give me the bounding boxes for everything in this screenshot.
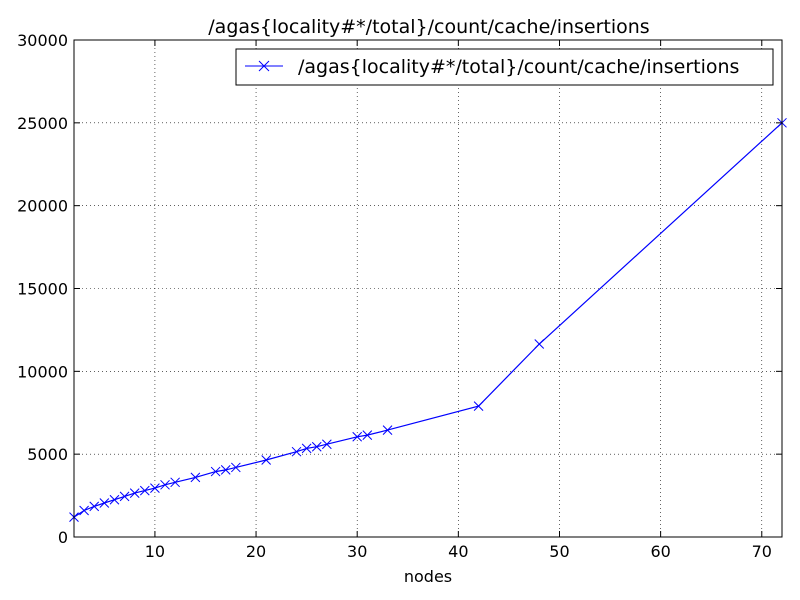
axis-ticks: 10 20 30 40 50 60 70 0 5000 10000 15000 20000 25000 3… xyxy=(17,31,782,561)
x-tick-label: 20 xyxy=(246,542,266,561)
x-tick-label: 40 xyxy=(448,542,468,561)
data-point-marker xyxy=(230,462,241,473)
y-tick-label: 10000 xyxy=(17,362,68,381)
chart-title: /agas{locality#*/total}/count/cache/inse… xyxy=(208,16,649,38)
data-point-marker xyxy=(473,401,484,411)
series-layer xyxy=(69,117,787,522)
series-line xyxy=(73,122,783,518)
data-point-marker xyxy=(261,455,272,465)
data-point-marker xyxy=(352,431,363,442)
x-axis-label: nodes xyxy=(404,567,452,586)
x-tick-label: 50 xyxy=(549,542,569,561)
y-tick-label: 15000 xyxy=(17,280,68,299)
legend-label: /agas{locality#*/total}/count/cache/inse… xyxy=(298,56,739,78)
data-point-marker xyxy=(119,491,130,502)
plot-frame xyxy=(73,39,783,538)
y-tick-label: 20000 xyxy=(17,197,68,216)
data-point-marker xyxy=(534,339,545,349)
data-point-marker xyxy=(311,441,322,452)
data-point-marker xyxy=(322,439,332,450)
data-point-marker xyxy=(109,494,120,505)
grid xyxy=(74,39,782,538)
y-tick-label: 30000 xyxy=(17,31,68,50)
y-tick-label: 25000 xyxy=(17,114,68,133)
data-point-marker xyxy=(129,488,140,498)
data-point-marker xyxy=(220,465,231,475)
data-point-marker xyxy=(362,430,373,440)
x-tick-label: 70 xyxy=(752,542,772,561)
data-point-marker xyxy=(89,501,100,512)
data-point-marker xyxy=(291,446,302,457)
data-point-marker xyxy=(382,425,393,435)
x-tick-label: 10 xyxy=(145,542,165,561)
legend-marker xyxy=(258,60,270,72)
data-point-marker xyxy=(139,485,150,496)
data-point-marker xyxy=(160,479,170,490)
data-point-marker xyxy=(150,483,160,493)
data-point-marker xyxy=(99,498,110,508)
x-tick-label: 60 xyxy=(650,542,670,561)
legend: /agas{locality#*/total}/count/cache/inse… xyxy=(235,48,774,86)
x-tick-label: 30 xyxy=(347,542,367,561)
data-point-marker xyxy=(79,505,89,516)
y-tick-label: 0 xyxy=(58,528,68,547)
data-point-marker xyxy=(170,477,180,488)
legend-box xyxy=(235,48,774,86)
data-point-marker xyxy=(210,466,221,477)
data-point-marker xyxy=(190,472,201,483)
data-point-marker xyxy=(301,443,312,454)
y-tick-label: 5000 xyxy=(27,445,68,464)
